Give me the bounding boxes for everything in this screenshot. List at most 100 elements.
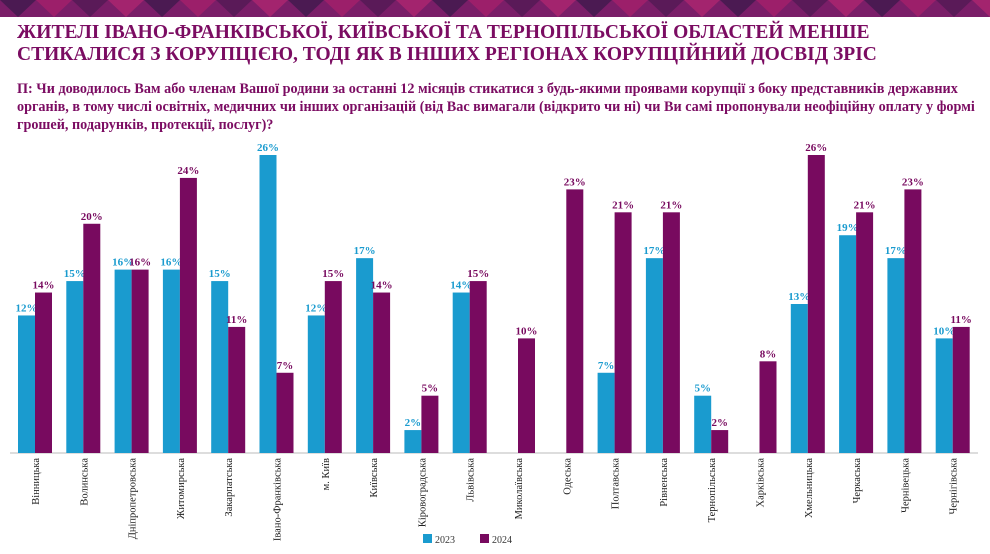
bar-2023	[114, 269, 132, 453]
data-label: 5%	[694, 383, 711, 395]
band-triangle	[252, 0, 288, 17]
bar-2023	[790, 304, 808, 453]
bar-2024	[179, 177, 197, 453]
data-label: 23%	[902, 176, 924, 188]
data-label: 13%	[788, 291, 810, 303]
bar-2024	[807, 155, 825, 453]
bar-2024	[904, 189, 922, 453]
page-title: ЖИТЕЛІ ІВАНО-ФРАНКІВСЬКОЇ, КИЇВСЬКОЇ ТА …	[17, 22, 877, 65]
category-label: Черкаська	[852, 458, 863, 504]
band-triangle	[864, 0, 900, 17]
legend-swatch-2023	[423, 534, 432, 543]
bar-2024	[518, 338, 535, 453]
data-label: 16%	[160, 257, 182, 269]
category-label: м. Київ	[321, 458, 332, 490]
data-label: 17%	[643, 245, 665, 257]
band-triangle	[432, 0, 468, 17]
band-triangle	[108, 0, 144, 17]
data-label: 21%	[660, 199, 682, 211]
data-label: 21%	[612, 199, 634, 211]
band-triangle	[324, 0, 360, 17]
decorative-header-band	[0, 0, 990, 17]
band-triangle	[360, 0, 396, 17]
bar-2023	[211, 281, 229, 453]
category-label: Івано-Франківська	[273, 458, 284, 541]
band-triangle	[540, 0, 576, 17]
data-label: 2%	[405, 417, 422, 429]
category-label: Рівненська	[659, 458, 670, 507]
category-label: Дніпропетровська	[128, 458, 139, 540]
bar-2023	[307, 315, 325, 453]
bar-2024	[952, 326, 970, 453]
bar-2024	[228, 326, 246, 453]
bar-2023	[404, 430, 422, 453]
bar-2023	[645, 258, 663, 453]
category-label: Хмельницька	[804, 458, 815, 519]
legend-label: 2024	[492, 535, 512, 546]
category-label: Чернівецька	[900, 458, 911, 513]
bar-2024	[421, 395, 439, 453]
data-label: 19%	[837, 222, 859, 234]
band-triangle	[504, 0, 540, 17]
legend-label: 2023	[435, 535, 455, 546]
data-label: 10%	[516, 325, 538, 337]
category-label: Одеська	[562, 458, 573, 495]
band-triangle	[468, 0, 504, 17]
bar-2023	[887, 258, 905, 453]
data-label: 12%	[305, 302, 327, 314]
band-triangle	[288, 0, 324, 17]
bar-2024	[276, 372, 294, 453]
data-label: 16%	[129, 257, 151, 269]
category-label: Тернопільська	[707, 458, 718, 523]
band-triangle	[72, 0, 108, 17]
data-label: 14%	[33, 280, 55, 292]
band-triangle	[612, 0, 648, 17]
bar-2023	[935, 338, 953, 453]
data-label: 21%	[854, 199, 876, 211]
band-triangle	[792, 0, 828, 17]
data-label: 24%	[177, 165, 199, 177]
bar-2023	[259, 155, 277, 453]
bar-2023	[694, 395, 712, 453]
band-triangle	[756, 0, 792, 17]
data-label: 5%	[422, 383, 439, 395]
category-label: Волинська	[79, 458, 90, 506]
bar-2023	[597, 372, 615, 453]
band-triangle	[936, 0, 972, 17]
category-label: Житомирська	[176, 458, 187, 519]
data-label: 8%	[760, 348, 777, 360]
category-label: Чернігівська	[949, 458, 960, 515]
data-label: 17%	[885, 245, 907, 257]
data-label: 10%	[933, 325, 955, 337]
data-label: 17%	[354, 245, 376, 257]
bar-2024	[324, 281, 342, 453]
bar-2024	[711, 430, 729, 453]
band-triangle	[720, 0, 756, 17]
bar-2023	[18, 315, 35, 453]
data-label: 15%	[64, 268, 86, 280]
bar-2024	[373, 292, 391, 453]
category-label: Полтавська	[611, 458, 622, 510]
bar-2024	[856, 212, 874, 453]
bar-2023	[839, 235, 857, 453]
bar-2024	[614, 212, 632, 453]
band-triangle	[900, 0, 936, 17]
category-label: Закарпатська	[224, 458, 235, 517]
bar-2024	[35, 292, 52, 453]
bar-2024	[566, 189, 584, 453]
bar-2024	[83, 223, 101, 453]
data-label: 11%	[226, 314, 247, 326]
data-label: 12%	[16, 302, 38, 314]
bar-2024	[759, 361, 777, 453]
data-label: 15%	[322, 268, 344, 280]
data-label: 14%	[371, 280, 393, 292]
band-triangle	[828, 0, 864, 17]
category-label: Харківська	[756, 458, 767, 508]
band-triangle	[0, 0, 36, 17]
bar-2023	[162, 269, 180, 453]
category-label: Миколаївська	[514, 458, 525, 520]
band-triangle	[576, 0, 612, 17]
survey-question: П: Чи доводилось Вам або членам Вашої ро…	[17, 81, 975, 133]
bar-2024	[469, 281, 487, 453]
band-triangle	[216, 0, 252, 17]
